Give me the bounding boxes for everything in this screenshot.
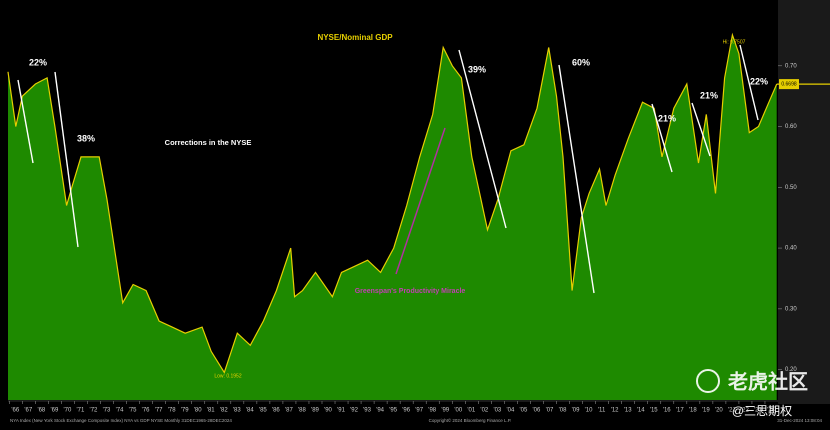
x-tick-label: '08 — [559, 408, 567, 414]
x-tick-label: '20 — [715, 408, 723, 414]
y-tick-label: 0.40 — [785, 246, 797, 252]
annotation: 39% — [468, 64, 486, 74]
area — [8, 35, 777, 400]
x-tick-label: '88 — [298, 408, 306, 414]
x-tick-label: '73 — [103, 408, 111, 414]
x-tick-label: '04 — [506, 408, 514, 414]
plot — [7, 32, 778, 400]
annotation: 21% — [700, 90, 718, 100]
x-tick-label: '19 — [702, 408, 710, 414]
x-tick-label: '11 — [598, 408, 606, 414]
x-tick-label: '13 — [624, 408, 632, 414]
x-tick-label: '68 — [37, 408, 45, 414]
x-tick-label: '23 — [754, 408, 762, 414]
x-tick-label: '92 — [350, 408, 358, 414]
x-tick-label: '03 — [493, 408, 501, 414]
annotation: 21% — [658, 113, 676, 123]
arrow — [458, 49, 507, 229]
x-tick-label: '12 — [611, 408, 619, 414]
x-tick-label: '14 — [637, 408, 645, 414]
x-tick-label: '97 — [415, 408, 423, 414]
x-tick-label: '00 — [454, 408, 462, 414]
right-axis-panel — [778, 0, 830, 404]
x-tick-label: '95 — [389, 408, 397, 414]
x-tick-label: '90 — [324, 408, 332, 414]
x-tick-label: '71 — [77, 408, 85, 414]
annotation: Low: 0.1952 — [214, 373, 241, 379]
line — [7, 32, 778, 374]
x-tick-label: '05 — [520, 408, 528, 414]
footer: 31-Dec-2024 13:08:04 — [777, 418, 822, 423]
x-tick-label: '09 — [572, 408, 580, 414]
arrow — [691, 102, 711, 157]
x-tick-label: '16 — [663, 408, 671, 414]
x-tick-label: '74 — [116, 408, 124, 414]
x-tick-label: '93 — [363, 408, 371, 414]
last-value-label: 0.6698 — [781, 81, 797, 87]
x-tick-label: '81 — [207, 408, 215, 414]
x-tick-label: '96 — [402, 408, 410, 414]
arrow — [739, 44, 759, 121]
arrow — [558, 64, 595, 294]
footer: NYA Index (New York Stock Exchange Compo… — [10, 418, 232, 423]
chart-title: NYSE/Nominal GDP — [317, 33, 393, 42]
x-tick-label: '87 — [285, 408, 293, 414]
x-tick-label: '17 — [676, 408, 684, 414]
arrows — [17, 44, 759, 294]
x-tick-label: '01 — [467, 408, 475, 414]
x-tick-label: '02 — [480, 408, 488, 414]
watermark-logo — [696, 369, 720, 393]
x-tick-label: '70 — [64, 408, 72, 414]
trend-arrow — [395, 127, 446, 275]
annotation: 38% — [77, 133, 95, 143]
x-tick-label: '98 — [428, 408, 436, 414]
y-tick-label: 0.30 — [785, 306, 797, 312]
y-tick-label: 0.50 — [785, 185, 797, 191]
arrow — [17, 79, 34, 164]
x-tick-label: '22 — [741, 408, 749, 414]
x-tick-label: '89 — [311, 408, 319, 414]
x-tick-label: '94 — [376, 408, 384, 414]
y-tick-label: 0.60 — [785, 124, 797, 130]
x-tick-label: '72 — [90, 408, 98, 414]
x-tick-label: '24 — [767, 408, 775, 414]
x-tick-label: '79 — [181, 408, 189, 414]
watermark: @三思期权 — [732, 404, 792, 418]
annotation: Greenspan's Productivity Miracle — [355, 288, 466, 295]
x-tick-label: '76 — [142, 408, 150, 414]
annotation: Corrections in the NYSE — [165, 138, 252, 147]
x-tick-label: '84 — [246, 408, 254, 414]
y-tick-label: 0.70 — [785, 63, 797, 69]
x-tick-label: '83 — [233, 408, 241, 414]
annotation: Hi: 0.7507 — [723, 39, 746, 45]
x-tick-label: '85 — [259, 408, 267, 414]
x-tick-label: '07 — [546, 408, 554, 414]
x-tick-label: '78 — [168, 408, 176, 414]
footer: Copyright© 2024 Bloomberg Finance L.P. — [429, 417, 512, 423]
x-tick-label: '86 — [272, 408, 280, 414]
x-tick-label: '82 — [220, 408, 228, 414]
x-tick-label: '69 — [50, 408, 58, 414]
x-tick-label: '66 — [11, 408, 19, 414]
x-tick-label: '10 — [585, 408, 593, 414]
x-tick-label: '67 — [24, 408, 32, 414]
x-tick-label: '77 — [155, 408, 163, 414]
y-tick-label: 0.20 — [785, 367, 797, 373]
x-tick-label: '80 — [194, 408, 202, 414]
last-value-flag — [779, 79, 799, 90]
x-tick-label: '06 — [533, 408, 541, 414]
x-tick-label: '18 — [689, 408, 697, 414]
annotation: 60% — [572, 57, 590, 67]
x-tick-label: '91 — [337, 408, 345, 414]
watermark: 老虎社区 — [728, 369, 808, 393]
arrow — [54, 71, 79, 248]
x-tick-label: '15 — [650, 408, 658, 414]
x-tick-label: '21 — [728, 408, 736, 414]
arrow — [651, 103, 673, 173]
annotation: 22% — [29, 57, 47, 67]
annotation: 22% — [750, 76, 768, 86]
x-tick-label: '99 — [441, 408, 449, 414]
x-tick-label: '75 — [129, 408, 137, 414]
